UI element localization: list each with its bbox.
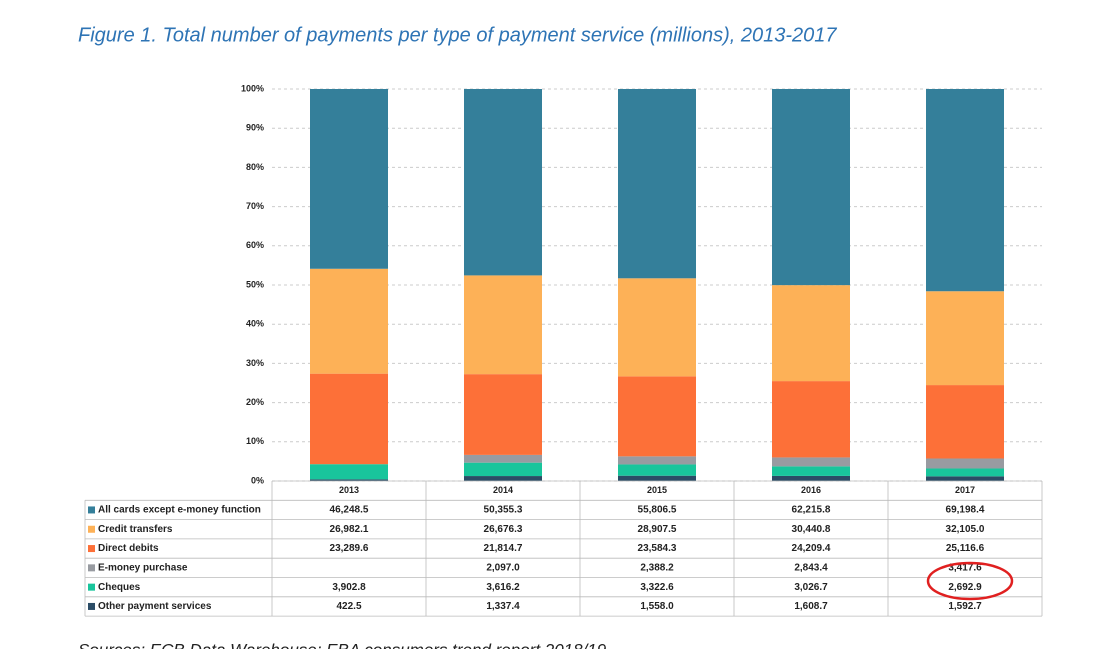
table-cell: 32,105.0: [946, 524, 985, 535]
legend-label: Cheques: [98, 582, 141, 593]
table-cell: 25,116.6: [946, 543, 985, 554]
bar-segment: [926, 89, 1004, 292]
bar-segment: [464, 89, 542, 276]
table-cell: 3,616.2: [486, 582, 520, 593]
table-cell: 28,907.5: [638, 524, 677, 535]
table-cell: 62,215.8: [792, 505, 831, 516]
bar-segment: [310, 479, 388, 481]
legend-label: All cards except e-money function: [98, 505, 261, 516]
table-cell: 3,026.7: [794, 582, 828, 593]
bar-segment: [618, 464, 696, 476]
table-cell: 3,322.6: [640, 582, 674, 593]
legend-label: Direct debits: [98, 543, 159, 554]
x-tick-label: 2014: [493, 485, 513, 495]
bar-segment: [618, 456, 696, 465]
bar-segment: [464, 374, 542, 455]
bar-segment: [926, 468, 1004, 477]
table-cell: 1,337.4: [486, 601, 520, 612]
bar-segment: [310, 373, 388, 465]
bar-segment: [926, 385, 1004, 459]
table-cell: 23,584.3: [638, 543, 677, 554]
bar-segment: [464, 476, 542, 481]
table-cell: 30,440.8: [792, 524, 831, 535]
x-tick-label: 2017: [955, 485, 975, 495]
y-tick-label: 100%: [241, 83, 264, 93]
y-tick-label: 30%: [246, 358, 264, 368]
table-cell: 24,209.4: [792, 543, 831, 554]
legend-label: Other payment services: [98, 601, 212, 612]
table-cell: 422.5: [336, 601, 361, 612]
bar-segment: [772, 285, 850, 382]
table-cell: 55,806.5: [638, 505, 677, 516]
y-tick-label: 90%: [246, 123, 264, 133]
table-cell: 1,608.7: [794, 601, 828, 612]
y-tick-label: 70%: [246, 201, 264, 211]
plot-area: 0% 10% 20% 30% 40% 50% 60% 70% 80% 90% 100% 2013 201…: [84, 83, 1043, 617]
bar-segment: [310, 464, 388, 480]
bar-segment: [772, 466, 850, 476]
bar-segment: [926, 458, 1004, 469]
y-tick-label: 20%: [246, 397, 264, 407]
bar-segment: [464, 462, 542, 477]
y-tick-label: 40%: [246, 319, 264, 329]
bar-segment: [926, 476, 1004, 481]
table-cell: 23,289.6: [330, 543, 369, 554]
bar-segment: [772, 89, 850, 286]
bar-segment: [464, 454, 542, 463]
table-cell: 2,097.0: [486, 562, 520, 573]
legend-label: Credit transfers: [98, 524, 173, 535]
y-tick-label: 10%: [246, 436, 264, 446]
table-cell: 46,248.5: [330, 505, 369, 516]
bar-segment: [772, 457, 850, 467]
table-cell: 3,902.8: [332, 582, 366, 593]
table-cell: 69,198.4: [946, 505, 985, 516]
x-tick-label: 2016: [801, 485, 821, 495]
x-tick-label: 2015: [647, 485, 667, 495]
bar-segment: [310, 268, 388, 374]
y-tick-label: 50%: [246, 279, 264, 289]
table-cell: 1,592.7: [948, 601, 982, 612]
table-cell: 1,558.0: [640, 601, 674, 612]
legend-swatch: [88, 506, 95, 514]
y-tick-label: 80%: [246, 162, 264, 172]
table-cell: 2,843.4: [794, 562, 828, 573]
bar-segment: [772, 381, 850, 458]
table-cell: 2,692.9: [948, 582, 982, 593]
bar-segment: [618, 376, 696, 457]
bar-segment: [926, 291, 1004, 386]
bar-segment: [618, 278, 696, 377]
bar-segment: [618, 89, 696, 279]
source-note: Sources: ECB Data Warehouse; EBA consume…: [78, 640, 607, 649]
legend-label: E-money purchase: [98, 562, 188, 573]
table-cell: 50,355.3: [484, 505, 523, 516]
bar-segment: [464, 275, 542, 375]
legend-swatch: [88, 583, 95, 591]
table-cell: 26,676.3: [484, 524, 523, 535]
y-tick-label: 60%: [246, 240, 264, 250]
legend-swatch: [88, 602, 95, 610]
legend-swatch: [88, 564, 95, 572]
table-cell: 2,388.2: [640, 562, 674, 573]
table-cell: 26,982.1: [330, 524, 369, 535]
bar-segment: [618, 475, 696, 481]
legend-swatch: [88, 545, 95, 553]
highlight-circle: [926, 561, 1014, 601]
bar-segment: [772, 475, 850, 481]
table-cell: 21,814.7: [484, 543, 523, 554]
chart-title: Figure 1. Total number of payments per t…: [78, 24, 837, 46]
y-tick-label: 0%: [251, 475, 264, 485]
legend-swatch: [88, 525, 95, 533]
table-cell: 3,417.6: [948, 562, 982, 573]
bar-segment: [310, 89, 388, 269]
x-tick-label: 2013: [339, 485, 359, 495]
